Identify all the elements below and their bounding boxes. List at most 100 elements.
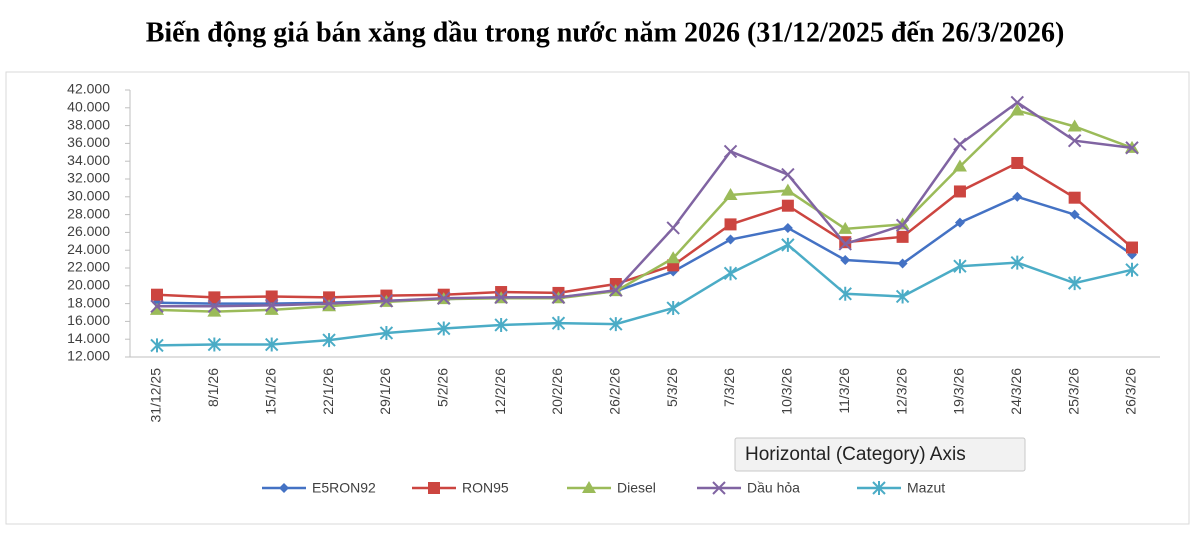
x-tick-label: 7/3/26 [721,368,737,407]
marker [782,222,793,233]
tooltip-box [734,437,1026,472]
x-tick-label: 24/3/26 [1008,368,1024,415]
legend-label: RON95 [462,480,509,496]
marker [953,137,967,151]
marker [666,251,681,264]
marker [952,159,967,172]
marker [207,299,222,313]
marker [322,333,336,348]
x-tick-label: 10/3/26 [779,368,795,415]
y-tick-label: 26.000 [67,223,110,239]
marker [1125,262,1139,277]
marker [437,321,451,336]
marker [666,301,680,316]
marker [872,481,886,495]
marker [781,237,795,252]
chart-border [5,71,1190,525]
y-tick-label: 34.000 [67,152,110,168]
marker [953,185,966,198]
marker [723,144,738,159]
marker [724,218,737,231]
x-tick-label: 11/3/26 [836,368,852,414]
series-line [156,161,1133,299]
marker [897,258,908,269]
marker [609,283,623,297]
marker [264,337,279,352]
marker [437,291,451,305]
marker [264,298,279,313]
series-line [157,100,1133,308]
y-tick-label: 30.000 [67,188,110,204]
x-tick-label: 22/1/26 [320,368,336,415]
y-tick-label: 18.000 [67,294,110,310]
series-line [156,109,1133,313]
marker [150,302,164,315]
marker [1067,119,1082,132]
x-tick-label: 5/3/26 [664,368,680,407]
marker [379,325,394,340]
tooltip: Horizontal (Category) Axis [745,444,966,465]
marker [780,183,795,196]
marker [428,482,440,494]
marker [896,230,909,243]
marker [322,296,336,311]
marker [1011,156,1024,169]
marker [1010,255,1024,270]
x-tick-label: 12/3/26 [893,368,909,415]
x-tick-label: 5/2/26 [434,368,450,407]
y-tick-label: 16.000 [67,312,110,328]
x-tick-label: 26/3/26 [1123,368,1139,415]
y-tick-label: 24.000 [67,241,110,257]
marker [1068,191,1081,204]
marker [551,316,566,331]
x-tick-label: 19/3/26 [951,368,967,415]
marker [723,188,738,201]
marker [838,237,852,251]
marker [494,290,508,305]
marker [207,337,222,352]
marker [150,299,164,313]
y-tick-label: 12.000 [67,348,110,364]
marker [264,302,279,315]
marker [582,481,596,493]
marker [150,338,164,353]
marker [954,217,965,228]
marker [609,317,623,332]
legend-label: Mazut [907,480,945,496]
marker [1126,241,1138,254]
marker [712,481,726,495]
marker [838,286,852,301]
legend-label: Diesel [617,480,656,496]
y-tick-label: 36.000 [67,134,110,150]
series-line [156,243,1133,347]
marker [208,291,221,304]
marker [1010,95,1024,110]
marker [1125,141,1139,155]
marker [666,221,680,235]
series-line [156,195,1133,305]
y-tick-label: 20.000 [67,277,110,293]
marker [1067,134,1082,148]
marker [781,199,794,212]
x-tick-label: 31/12/25 [148,368,164,423]
x-tick-label: 8/1/26 [205,368,221,407]
marker [953,259,967,274]
marker [279,483,289,493]
x-tick-label: 15/1/26 [262,368,278,415]
marker [1012,191,1023,202]
y-tick-label: 22.000 [67,259,110,275]
y-tick-label: 14.000 [67,330,110,346]
x-tick-label: 25/3/26 [1065,368,1081,415]
y-tick-label: 28.000 [67,205,110,221]
marker [840,254,851,265]
marker [781,167,795,182]
marker [379,294,394,308]
y-tick-label: 40.000 [67,99,110,115]
y-tick-label: 42.000 [67,81,110,97]
marker [494,317,508,332]
marker [265,290,278,303]
y-tick-label: 32.000 [67,170,110,186]
x-tick-label: 26/2/26 [607,368,623,415]
marker [723,266,738,281]
